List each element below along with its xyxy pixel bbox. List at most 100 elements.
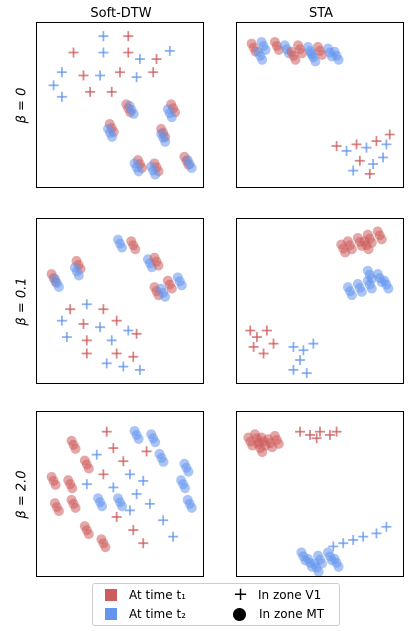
scatter-point-mt	[133, 433, 144, 444]
scatter-point-v1	[68, 47, 79, 58]
legend-item-time-t2: At time t₂	[105, 607, 186, 621]
scatter-point-mt	[257, 447, 268, 458]
scatter-point-v1	[295, 426, 306, 437]
scatter-point-v1	[61, 332, 72, 343]
scatter-point-v1	[108, 443, 119, 454]
scatter-point-v1	[128, 525, 139, 536]
scatter-point-v1	[384, 129, 395, 140]
scatter-point-v1	[251, 332, 262, 343]
scatter-point-v1	[295, 355, 306, 366]
panel-sta-beta-0-1	[236, 218, 404, 384]
scatter-point-v1	[124, 469, 135, 480]
scatter-point-v1	[348, 534, 359, 545]
scatter-point-mt	[128, 108, 139, 119]
scatter-point-v1	[144, 498, 155, 509]
scatter-plot	[46, 234, 187, 375]
scatter-point-mt	[117, 242, 127, 253]
scatter-point-v1	[106, 335, 117, 346]
scatter-point-v1	[324, 429, 335, 440]
scatter-point-mt	[180, 483, 191, 494]
scatter-point-mt	[150, 169, 161, 180]
scatter-point-v1	[288, 341, 299, 352]
plus-marker-icon: +	[233, 584, 249, 605]
circle-marker-icon	[233, 607, 246, 621]
scatter-point-mt	[53, 281, 64, 292]
row-label-beta-0-1: β = 0.1	[4, 218, 40, 384]
scatter-point-v1	[261, 325, 272, 336]
scatter-point-mt	[53, 506, 64, 517]
scatter-point-v1	[98, 31, 109, 42]
scatter-point-v1	[348, 165, 359, 176]
scatter-point-v1	[301, 368, 312, 379]
legend-label-v1: In zone V1	[258, 588, 322, 602]
scatter-point-v1	[364, 168, 375, 179]
legend-label-t1: At time t₁	[129, 588, 186, 602]
scatter-point-v1	[148, 67, 159, 78]
row-label-beta-2-0: β = 2.0	[4, 411, 40, 577]
scatter-point-mt	[70, 443, 81, 454]
scatter-point-v1	[158, 515, 169, 526]
scatter-point-mt	[356, 286, 367, 297]
scatter-point-v1	[81, 348, 92, 359]
scatter-point-v1	[95, 322, 106, 333]
scatter-point-v1	[131, 72, 142, 83]
row-label-text: β = 0	[14, 87, 30, 123]
scatter-point-v1	[56, 67, 67, 78]
scatter-point-v1	[123, 47, 134, 58]
scatter-point-v1	[164, 45, 175, 56]
scatter-point-v1	[81, 299, 92, 310]
column-title-sta: STA	[308, 6, 334, 21]
scatter-point-mt	[376, 234, 387, 245]
scatter-point-v1	[131, 489, 142, 499]
scatter-point-v1	[361, 142, 372, 153]
scatter-point-v1	[134, 54, 145, 65]
scatter-point-mt	[100, 542, 111, 553]
scatter-point-v1	[78, 70, 89, 81]
scatter-point-v1	[56, 91, 67, 102]
scatter-point-v1	[118, 456, 129, 467]
scatter-point-mt	[363, 244, 374, 255]
scatter-point-mt	[313, 566, 324, 576]
scatter-point-mt	[346, 290, 357, 301]
scatter-point-v1	[111, 315, 122, 326]
scatter-point-v1	[128, 351, 139, 362]
scatter-point-mt	[117, 501, 127, 512]
scatter-point-mt	[97, 501, 108, 512]
legend-swatch-t1	[105, 589, 117, 601]
scatter-point-mt	[73, 270, 84, 281]
scatter-point-v1	[56, 315, 67, 326]
scatter-point-mt	[67, 483, 78, 494]
scatter-point-v1	[118, 361, 129, 372]
scatter-point-v1	[78, 318, 89, 329]
scatter-point-v1	[298, 345, 309, 356]
legend-item-zone-v1: + In zone V1	[233, 584, 322, 605]
scatter-point-v1	[138, 475, 149, 486]
scatter-point-mt	[383, 283, 394, 294]
scatter-point-mt	[333, 561, 344, 572]
scatter-point-mt	[290, 54, 301, 65]
scatter-point-v1	[351, 139, 362, 150]
scatter-point-mt	[297, 48, 308, 59]
scatter-point-v1	[315, 426, 325, 437]
scatter-plot	[243, 426, 392, 576]
scatter-plot	[245, 226, 394, 379]
scatter-point-v1	[381, 521, 392, 532]
scatter-point-v1	[331, 426, 342, 437]
scatter-point-v1	[111, 348, 122, 359]
scatter-point-v1	[98, 469, 109, 480]
legend-label-mt: In zone MT	[259, 607, 325, 621]
panel-sta-beta-0	[236, 22, 404, 188]
scatter-point-v1	[341, 145, 352, 156]
scatter-point-v1	[81, 335, 92, 346]
scatter-point-v1	[328, 541, 339, 552]
scatter-point-mt	[50, 479, 61, 490]
scatter-point-v1	[101, 358, 112, 369]
scatter-point-v1	[168, 531, 179, 542]
scatter-point-mt	[83, 463, 94, 474]
scatter-point-mt	[133, 166, 144, 177]
scatter-point-v1	[95, 70, 106, 81]
legend-item-zone-mt: In zone MT	[233, 607, 324, 621]
scatter-point-mt	[70, 502, 81, 513]
scatter-point-v1	[151, 54, 162, 65]
scatter-point-mt	[183, 466, 194, 477]
